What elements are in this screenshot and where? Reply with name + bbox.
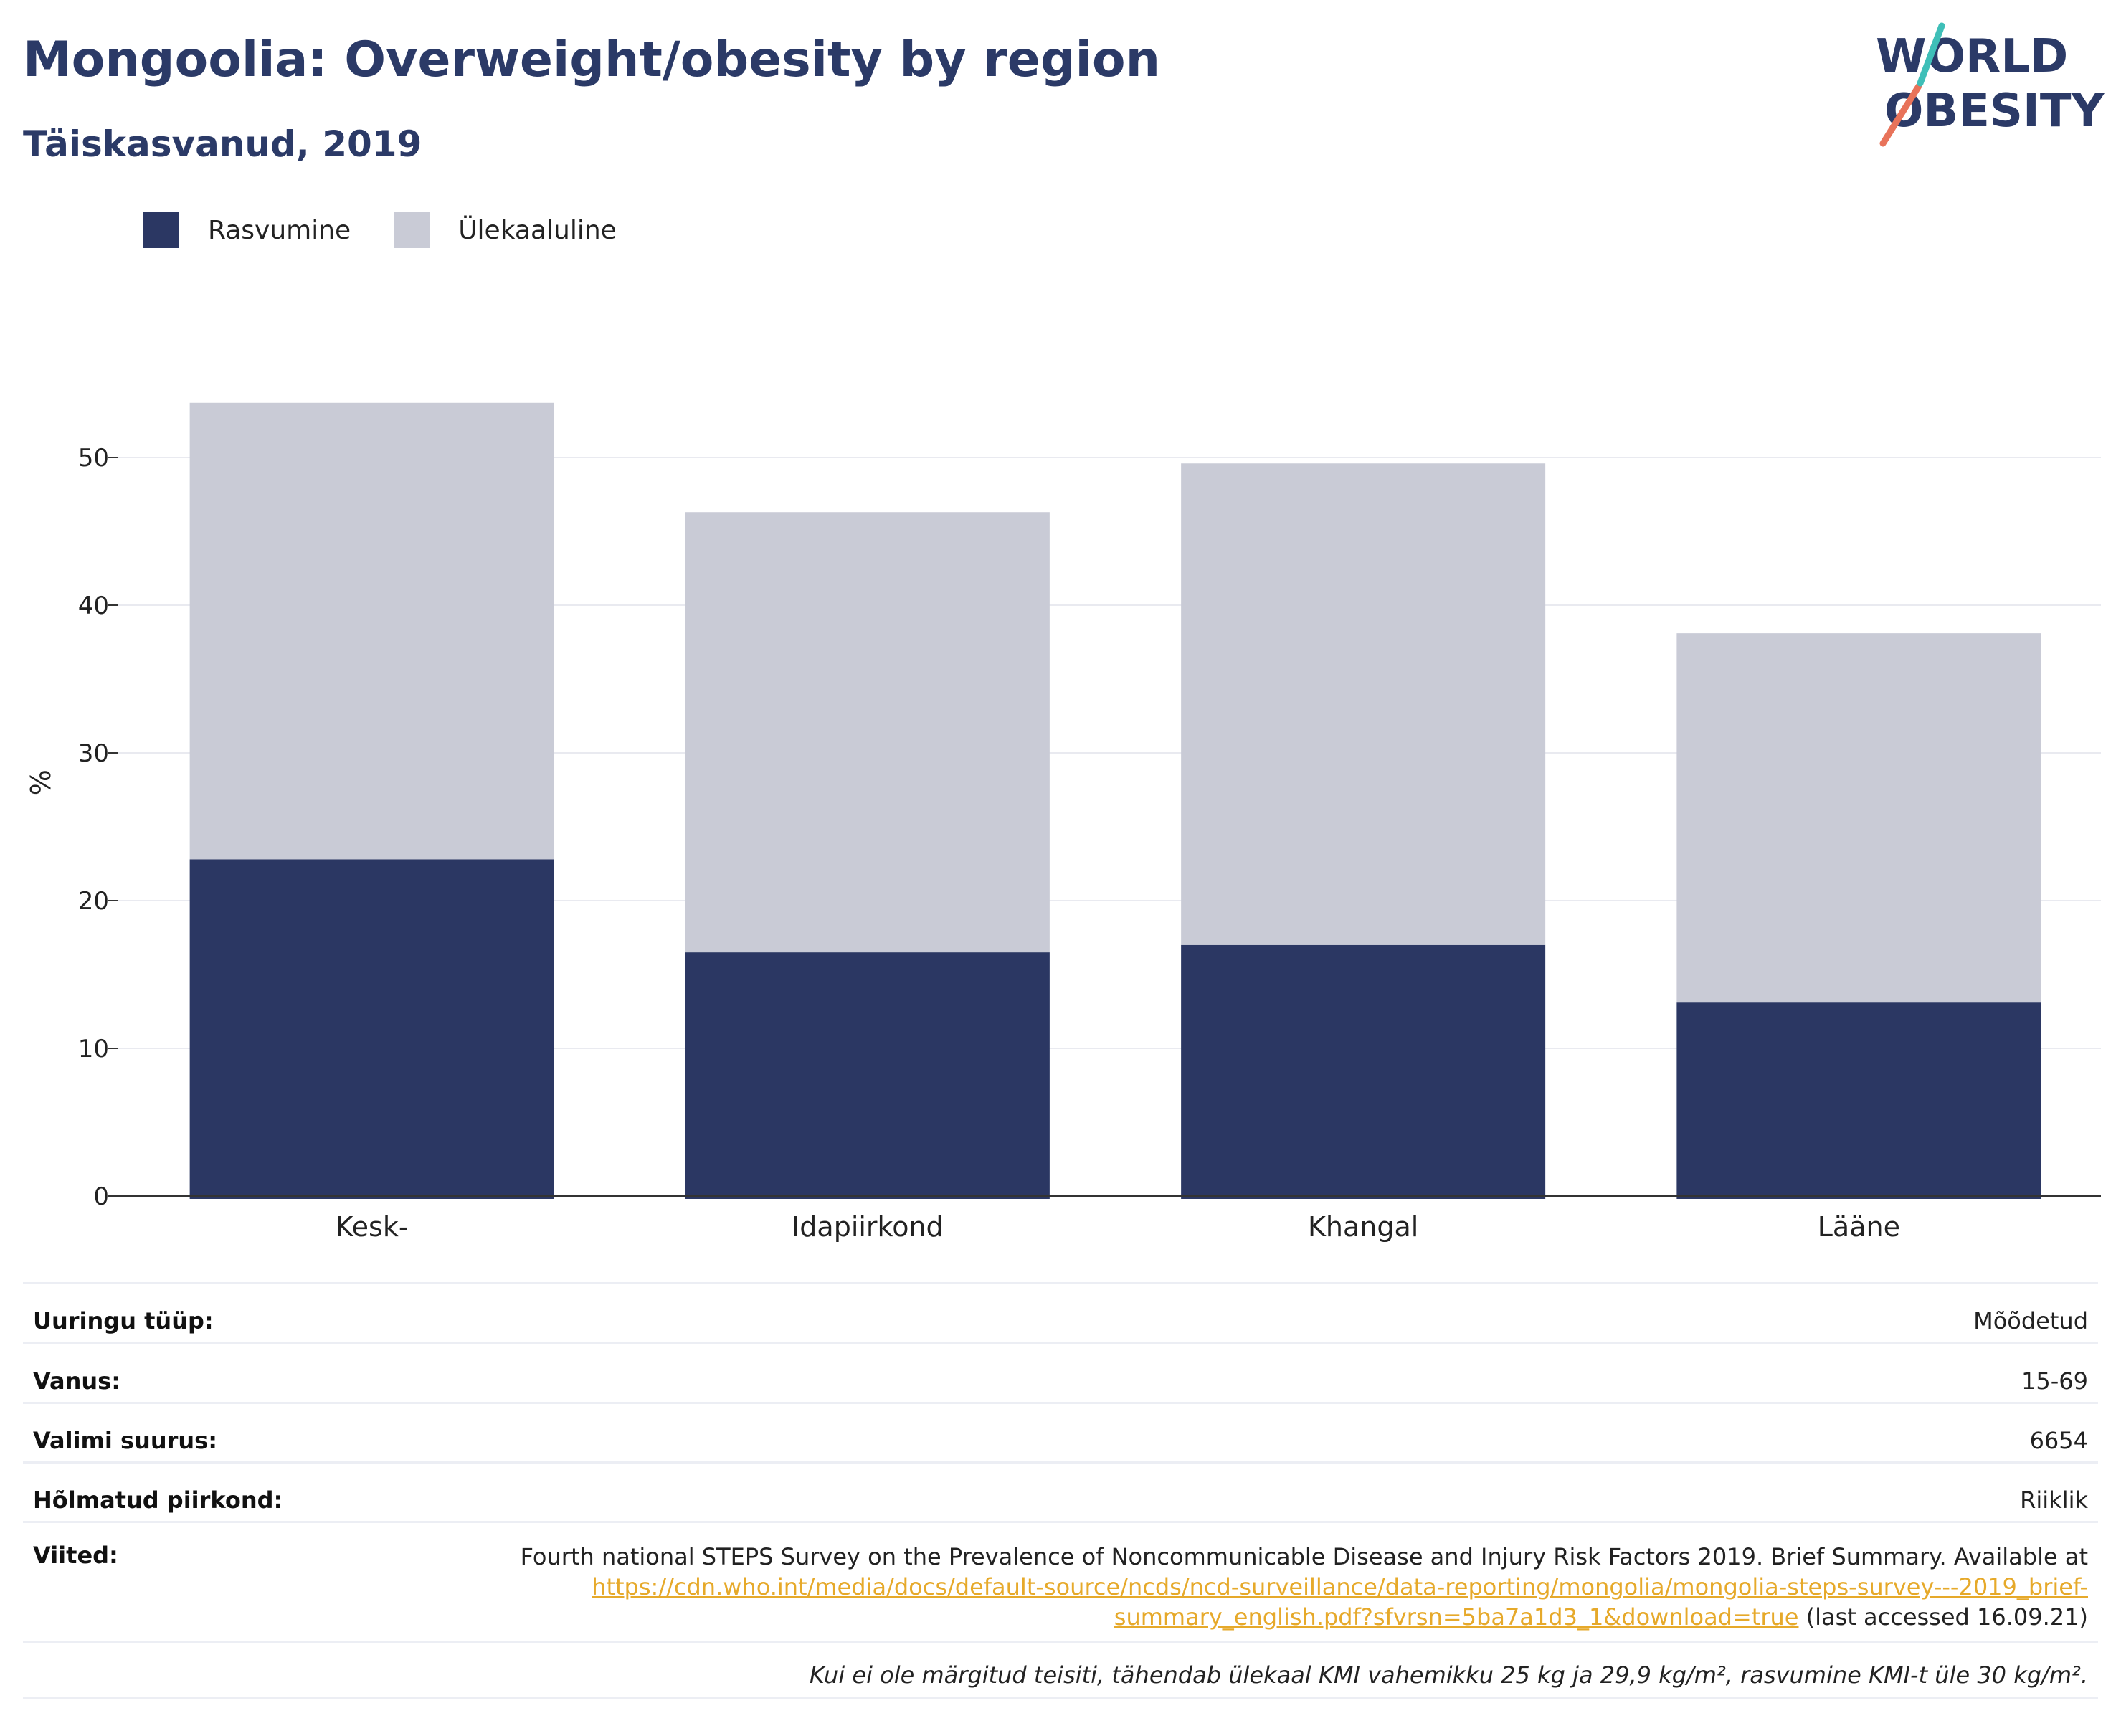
bars [189,402,2041,1199]
info-value: 6654 [2029,1427,2088,1454]
info-label: Hõlmatud piirkond: [33,1486,283,1514]
chart-subtitle: Täiskasvanud, 2019 [23,123,422,165]
references-text-after: (last accessed 16.09.21) [1798,1603,2088,1631]
bar-overweight [189,402,554,860]
info-row-area-covered: Hõlmatud piirkond: Riiklik [23,1461,2098,1521]
info-row-sample-size: Valimi suurus: 6654 [23,1402,2098,1461]
y-tick-label: 20 [78,887,109,916]
legend-item-obesity[interactable]: Rasvumine [143,212,351,248]
legend-swatch-obesity [143,212,179,248]
y-tick-label: 40 [78,592,109,620]
legend-label-obesity: Rasvumine [208,215,351,245]
logo-slash-coral [1879,82,1922,147]
y-tick-label: 30 [78,739,109,768]
chart-title: Mongoolia: Overweight/obesity by region [23,32,1160,88]
bar-overweight [1181,463,1546,945]
y-tick-label: 50 [78,444,109,473]
x-tick-label: Kesk- [336,1211,409,1243]
info-row-age: Vanus: 15-69 [23,1342,2098,1402]
world-obesity-logo: WORLD OBESITY [1876,22,2105,147]
legend-item-overweight[interactable]: Ülekaaluline [394,212,617,248]
survey-info-table: Uuringu tüüp: Mõõdetud Vanus: 15-69 Vali… [23,1282,2098,1699]
bar-chart: 0 10 20 30 40 50% Kesk- Idapiirkond Khangal Lääne [25,402,2101,1243]
legend-swatch-overweight [394,212,430,248]
bar-obesity [189,859,554,1199]
info-row-references: Viited: Fourth national STEPS Survey on … [23,1521,2098,1641]
bar-overweight [1676,633,2041,1003]
x-tick-label: Lääne [1818,1211,1900,1243]
info-value: Riiklik [2020,1486,2088,1514]
y-tick-label: 10 [78,1035,109,1063]
x-tick-label: Idapiirkond [792,1211,944,1243]
bar-obesity [685,952,1050,1199]
logo-line2: OBESITY [1884,85,2105,138]
x-tick-label: Khangal [1308,1211,1418,1243]
references-text: Fourth national STEPS Survey on the Prev… [475,1542,2088,1632]
bar-overweight [685,512,1050,953]
logo-line1: WORLD [1876,30,2068,83]
axes [108,457,2101,1197]
info-label: Uuringu tüüp: [33,1307,214,1334]
y-tick-label: 0 [93,1182,109,1211]
chart-legend: Rasvumine Ülekaaluline [143,212,660,248]
bar-obesity [1676,1002,2041,1199]
info-label: Viited: [33,1542,118,1569]
bar-obesity [1181,944,1546,1199]
info-label: Valimi suurus: [33,1427,218,1454]
references-text-before: Fourth national STEPS Survey on the Prev… [520,1543,2088,1570]
tick-labels: 0 10 20 30 40 50% Kesk- Idapiirkond Khangal Lääne [25,444,1900,1243]
logo-slash-teal [1917,22,1945,87]
references-link[interactable]: https://cdn.who.int/media/docs/default-s… [592,1573,2088,1631]
definition-footnote: Kui ei ole märgitud teisiti, tähendab ül… [23,1641,2098,1699]
info-label: Vanus: [33,1367,121,1395]
legend-label-overweight: Ülekaaluline [458,215,617,245]
info-value: Mõõdetud [1973,1307,2088,1334]
y-axis-label: % [25,769,57,795]
info-row-survey-type: Uuringu tüüp: Mõõdetud [23,1282,2098,1342]
info-value: 15-69 [2021,1367,2088,1395]
